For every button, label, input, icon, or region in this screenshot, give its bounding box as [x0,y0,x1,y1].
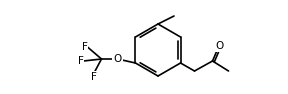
Text: F: F [77,56,84,66]
Text: O: O [113,54,122,64]
Text: F: F [90,72,96,82]
Text: F: F [82,42,88,52]
Text: O: O [215,41,224,51]
